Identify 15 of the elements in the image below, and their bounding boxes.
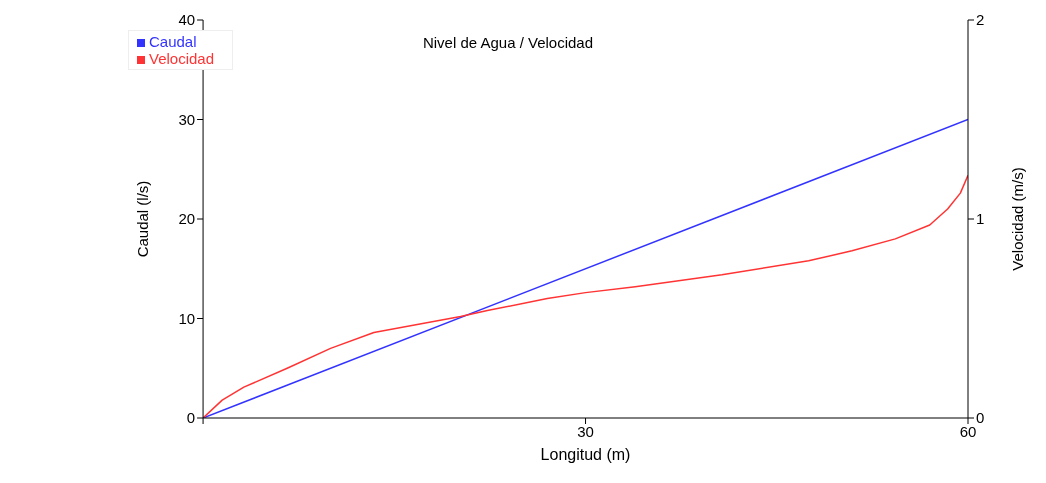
- y-tick-label: 10: [178, 309, 196, 327]
- legend-label: Velocidad: [149, 50, 215, 67]
- y2-axis-title: Velocidad (m/s): [1009, 167, 1027, 271]
- y-tick-label: 30: [178, 110, 196, 128]
- y-tick-label: 40: [178, 11, 196, 29]
- x-tick-label: 60: [959, 422, 977, 440]
- y-tick-label: 20: [178, 210, 196, 228]
- text: Nivel de Agua / Velocidad: [422, 34, 594, 51]
- y-tick-label: 0: [186, 409, 196, 427]
- y2-tick-label: 2: [976, 11, 985, 29]
- x-axis-title: Longitud (m): [540, 446, 631, 463]
- y2-tick-label: 1: [976, 210, 985, 228]
- y2-tick-label: 0: [976, 409, 985, 427]
- y-axis-title: Caudal (l/s): [134, 180, 152, 258]
- legend-label: Caudal: [149, 33, 197, 50]
